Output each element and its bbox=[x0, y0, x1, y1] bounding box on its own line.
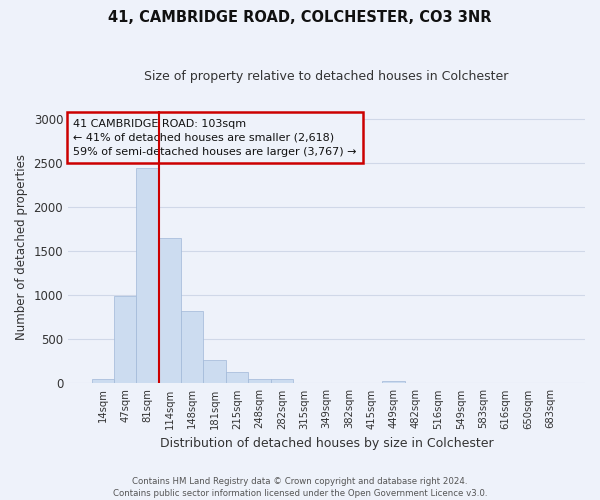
Y-axis label: Number of detached properties: Number of detached properties bbox=[15, 154, 28, 340]
Bar bbox=[158, 238, 181, 384]
Bar bbox=[92, 378, 114, 384]
Bar bbox=[136, 168, 158, 384]
Text: 41 CAMBRIDGE ROAD: 103sqm
← 41% of detached houses are smaller (2,618)
59% of se: 41 CAMBRIDGE ROAD: 103sqm ← 41% of detac… bbox=[73, 118, 357, 156]
Bar bbox=[114, 296, 136, 384]
Bar bbox=[271, 380, 293, 384]
Bar bbox=[203, 360, 226, 384]
Title: Size of property relative to detached houses in Colchester: Size of property relative to detached ho… bbox=[145, 70, 509, 83]
Text: Contains HM Land Registry data © Crown copyright and database right 2024.
Contai: Contains HM Land Registry data © Crown c… bbox=[113, 476, 487, 498]
X-axis label: Distribution of detached houses by size in Colchester: Distribution of detached houses by size … bbox=[160, 437, 493, 450]
Bar bbox=[226, 372, 248, 384]
Bar bbox=[248, 379, 271, 384]
Bar bbox=[382, 381, 405, 384]
Text: 41, CAMBRIDGE ROAD, COLCHESTER, CO3 3NR: 41, CAMBRIDGE ROAD, COLCHESTER, CO3 3NR bbox=[108, 10, 492, 25]
Bar bbox=[181, 312, 203, 384]
